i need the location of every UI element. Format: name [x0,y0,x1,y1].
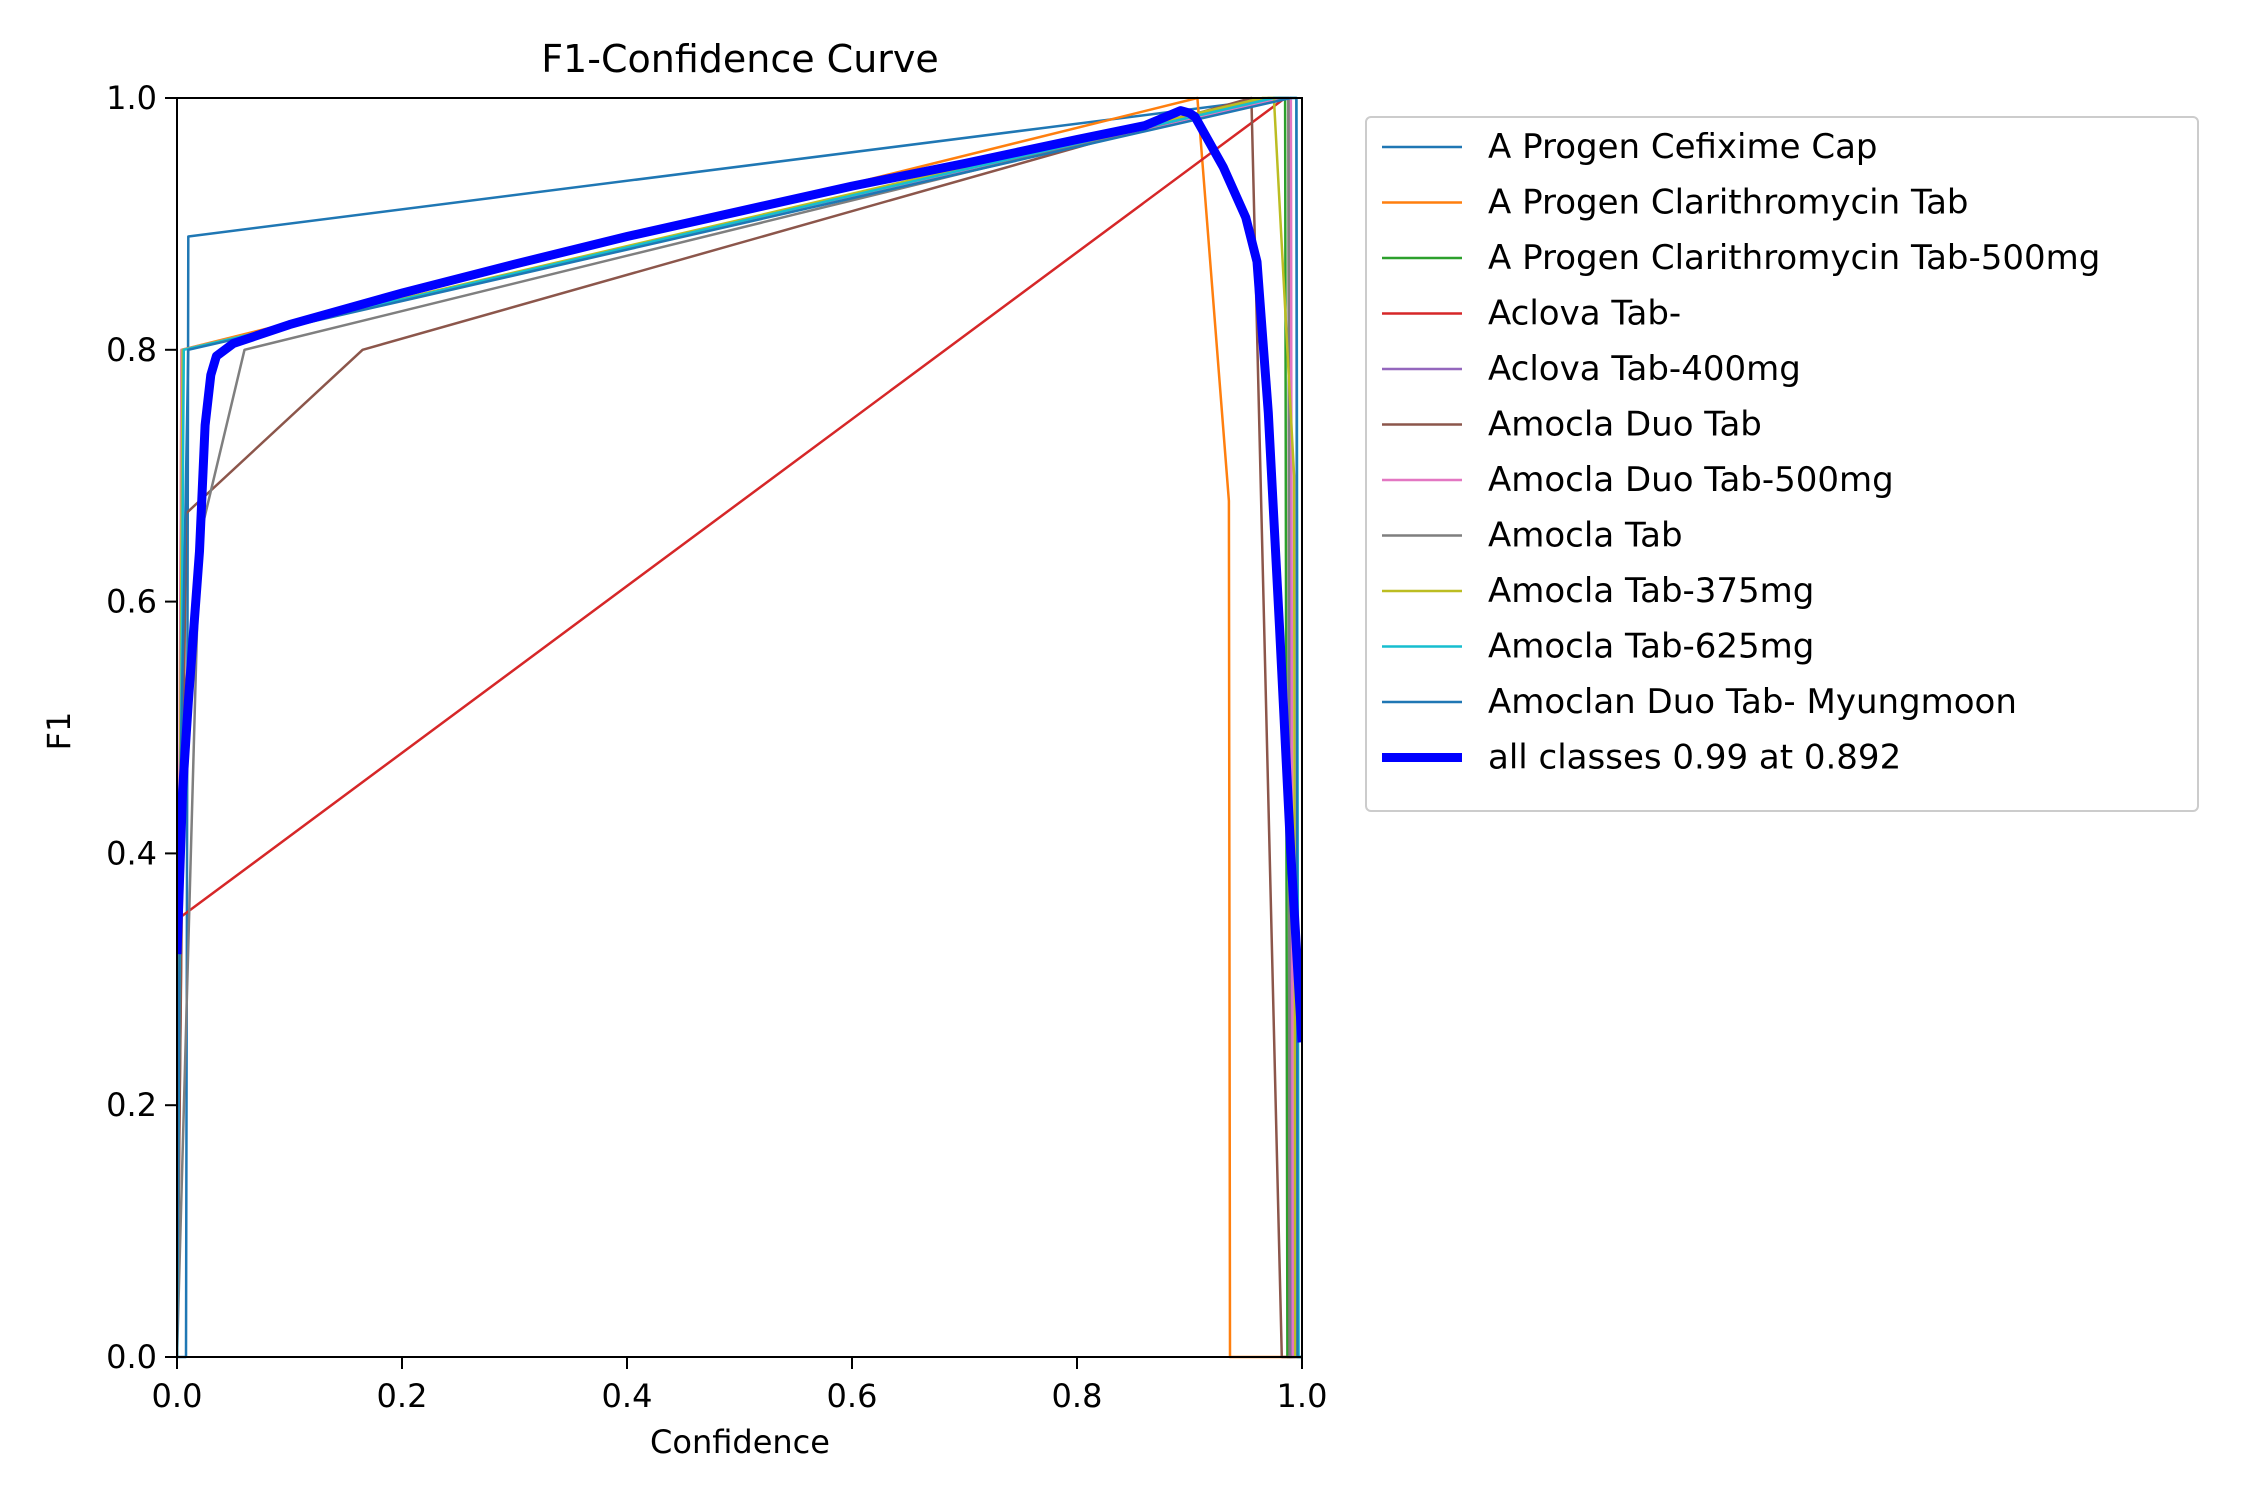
legend-label: A Progen Cefixime Cap [1488,127,1878,167]
legend-box [1365,116,2199,812]
y-axis-label: F1 [40,712,78,751]
series-line-11 [177,106,1302,1043]
plot-frame [176,97,1303,1358]
y-axis: 0.0 0.2 0.4 0.6 0.8 1.0 [106,79,177,1376]
x-axis-label: Confidence [650,1423,830,1461]
legend-label: Aclova Tab-400mg [1488,349,1801,389]
legend-label: A Progen Clarithromycin Tab [1488,183,1969,223]
x-tick-label: 0.6 [827,1377,878,1415]
y-tick-label: 1.0 [106,79,157,117]
x-tick-label: 0.2 [377,1377,428,1415]
legend-label: Amocla Tab-625mg [1488,627,1814,667]
legend: A Progen Cefixime Cap A Progen Clarithrom… [1365,116,2199,812]
y-tick-label: 0.0 [106,1338,157,1376]
x-axis: 0.0 0.2 0.4 0.6 0.8 1.0 [152,1357,1328,1415]
x-tick-label: 0.4 [602,1377,653,1415]
legend-label: Amocla Duo Tab-500mg [1488,460,1894,500]
legend-label: A Progen Clarithromycin Tab-500mg [1488,238,2100,278]
y-tick-label: 0.4 [106,834,157,872]
legend-label: Amoclan Duo Tab- Myungmoon [1488,682,2017,722]
legend-label: Amocla Tab [1488,516,1683,556]
y-tick-label: 0.2 [106,1086,157,1124]
x-tick-label: 1.0 [1277,1377,1328,1415]
x-tick-label: 0.8 [1052,1377,1103,1415]
plot-area [176,96,1303,1359]
chart-title: F1-Confidence Curve [541,37,939,81]
y-tick-label: 0.8 [106,331,157,369]
legend-label: Amocla Tab-375mg [1488,571,1814,611]
x-tick-label: 0.0 [152,1377,203,1415]
legend-label: Amocla Duo Tab [1488,405,1762,445]
legend-label: Aclova Tab- [1488,294,1681,334]
legend-label: all classes 0.99 at 0.892 [1488,738,1901,778]
y-tick-label: 0.6 [106,583,157,621]
